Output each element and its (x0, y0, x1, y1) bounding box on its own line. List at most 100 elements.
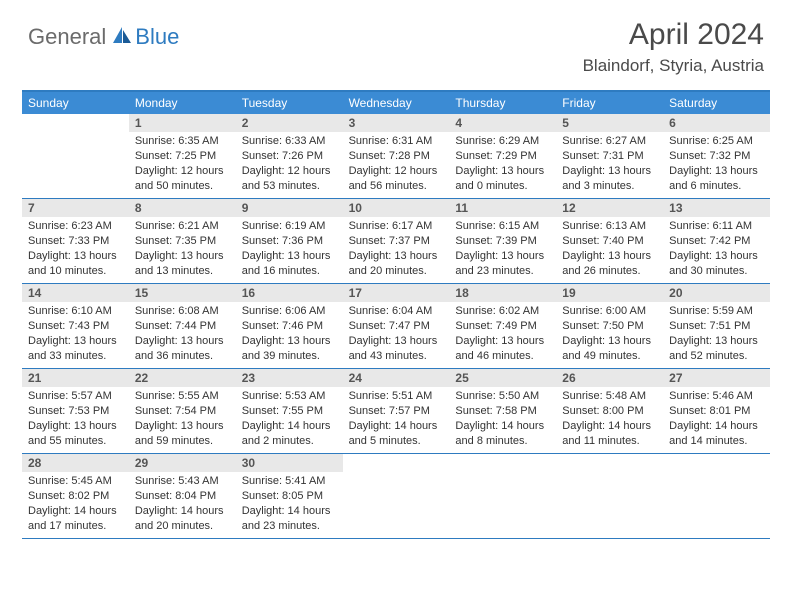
daylight-text: Daylight: 13 hours and 0 minutes. (455, 164, 550, 194)
day-number: 14 (22, 284, 129, 302)
day-cell (449, 454, 556, 538)
daylight-text: Daylight: 13 hours and 43 minutes. (349, 334, 444, 364)
day-number (22, 114, 129, 132)
sunset-text: Sunset: 7:54 PM (135, 404, 230, 419)
day-cell (343, 454, 450, 538)
sunset-text: Sunset: 7:36 PM (242, 234, 337, 249)
day-number: 6 (663, 114, 770, 132)
day-cell: 16Sunrise: 6:06 AMSunset: 7:46 PMDayligh… (236, 284, 343, 368)
week-row: 14Sunrise: 6:10 AMSunset: 7:43 PMDayligh… (22, 284, 770, 369)
day-cell: 2Sunrise: 6:33 AMSunset: 7:26 PMDaylight… (236, 114, 343, 198)
sunrise-text: Sunrise: 5:45 AM (28, 474, 123, 489)
day-content: Sunrise: 6:27 AMSunset: 7:31 PMDaylight:… (556, 132, 663, 197)
day-number: 30 (236, 454, 343, 472)
sunrise-text: Sunrise: 6:29 AM (455, 134, 550, 149)
sunset-text: Sunset: 7:35 PM (135, 234, 230, 249)
daylight-text: Daylight: 12 hours and 56 minutes. (349, 164, 444, 194)
day-cell: 13Sunrise: 6:11 AMSunset: 7:42 PMDayligh… (663, 199, 770, 283)
day-cell: 5Sunrise: 6:27 AMSunset: 7:31 PMDaylight… (556, 114, 663, 198)
day-cell (556, 454, 663, 538)
daylight-text: Daylight: 14 hours and 5 minutes. (349, 419, 444, 449)
day-header-cell: Friday (556, 92, 663, 114)
week-row: 28Sunrise: 5:45 AMSunset: 8:02 PMDayligh… (22, 454, 770, 539)
day-content: Sunrise: 6:02 AMSunset: 7:49 PMDaylight:… (449, 302, 556, 367)
day-header-cell: Tuesday (236, 92, 343, 114)
logo-sail-icon (111, 25, 133, 50)
day-content: Sunrise: 6:29 AMSunset: 7:29 PMDaylight:… (449, 132, 556, 197)
day-number: 15 (129, 284, 236, 302)
daylight-text: Daylight: 12 hours and 50 minutes. (135, 164, 230, 194)
title-block: April 2024 Blaindorf, Styria, Austria (583, 18, 764, 76)
day-number (449, 454, 556, 472)
daylight-text: Daylight: 13 hours and 52 minutes. (669, 334, 764, 364)
sunrise-text: Sunrise: 6:31 AM (349, 134, 444, 149)
day-content: Sunrise: 6:11 AMSunset: 7:42 PMDaylight:… (663, 217, 770, 282)
sunrise-text: Sunrise: 6:25 AM (669, 134, 764, 149)
daylight-text: Daylight: 14 hours and 23 minutes. (242, 504, 337, 534)
daylight-text: Daylight: 13 hours and 39 minutes. (242, 334, 337, 364)
day-content: Sunrise: 5:43 AMSunset: 8:04 PMDaylight:… (129, 472, 236, 537)
logo-text-blue: Blue (135, 24, 179, 50)
day-cell: 24Sunrise: 5:51 AMSunset: 7:57 PMDayligh… (343, 369, 450, 453)
day-cell: 8Sunrise: 6:21 AMSunset: 7:35 PMDaylight… (129, 199, 236, 283)
day-cell: 9 Sunrise: 6:19 AMSunset: 7:36 PMDaylight… (236, 199, 343, 283)
day-number: 7 (22, 199, 129, 217)
sunrise-text: Sunrise: 6:27 AM (562, 134, 657, 149)
sunrise-text: Sunrise: 5:55 AM (135, 389, 230, 404)
daylight-text: Daylight: 13 hours and 55 minutes. (28, 419, 123, 449)
day-content: Sunrise: 5:45 AMSunset: 8:02 PMDaylight:… (22, 472, 129, 537)
sunset-text: Sunset: 7:29 PM (455, 149, 550, 164)
sunrise-text: Sunrise: 5:46 AM (669, 389, 764, 404)
day-number: 1 (129, 114, 236, 132)
day-number: 17 (343, 284, 450, 302)
day-cell: 27Sunrise: 5:46 AMSunset: 8:01 PMDayligh… (663, 369, 770, 453)
day-number: 29 (129, 454, 236, 472)
day-number: 20 (663, 284, 770, 302)
daylight-text: Daylight: 13 hours and 30 minutes. (669, 249, 764, 279)
day-cell: 30Sunrise: 5:41 AMSunset: 8:05 PMDayligh… (236, 454, 343, 538)
daylight-text: Daylight: 13 hours and 20 minutes. (349, 249, 444, 279)
day-cell: 4Sunrise: 6:29 AMSunset: 7:29 PMDaylight… (449, 114, 556, 198)
week-row: 7Sunrise: 6:23 AMSunset: 7:33 PMDaylight… (22, 199, 770, 284)
day-cell: 6Sunrise: 6:25 AMSunset: 7:32 PMDaylight… (663, 114, 770, 198)
day-content: Sunrise: 6:25 AMSunset: 7:32 PMDaylight:… (663, 132, 770, 197)
day-number: 9 (236, 199, 343, 217)
daylight-text: Daylight: 13 hours and 46 minutes. (455, 334, 550, 364)
daylight-text: Daylight: 14 hours and 20 minutes. (135, 504, 230, 534)
sunrise-text: Sunrise: 6:21 AM (135, 219, 230, 234)
sunrise-text: Sunrise: 6:17 AM (349, 219, 444, 234)
day-header-cell: Thursday (449, 92, 556, 114)
daylight-text: Daylight: 13 hours and 16 minutes. (242, 249, 337, 279)
sunrise-text: Sunrise: 5:48 AM (562, 389, 657, 404)
day-number: 26 (556, 369, 663, 387)
month-title: April 2024 (583, 18, 764, 52)
day-header-cell: Monday (129, 92, 236, 114)
sunset-text: Sunset: 7:46 PM (242, 319, 337, 334)
day-number: 8 (129, 199, 236, 217)
sunset-text: Sunset: 7:53 PM (28, 404, 123, 419)
sunset-text: Sunset: 7:26 PM (242, 149, 337, 164)
day-number (343, 454, 450, 472)
sunrise-text: Sunrise: 5:51 AM (349, 389, 444, 404)
day-cell: 14Sunrise: 6:10 AMSunset: 7:43 PMDayligh… (22, 284, 129, 368)
sunset-text: Sunset: 7:33 PM (28, 234, 123, 249)
daylight-text: Daylight: 12 hours and 53 minutes. (242, 164, 337, 194)
day-content: Sunrise: 5:41 AMSunset: 8:05 PMDaylight:… (236, 472, 343, 537)
daylight-text: Daylight: 14 hours and 2 minutes. (242, 419, 337, 449)
sunrise-text: Sunrise: 5:43 AM (135, 474, 230, 489)
day-cell: 28Sunrise: 5:45 AMSunset: 8:02 PMDayligh… (22, 454, 129, 538)
sunrise-text: Sunrise: 6:00 AM (562, 304, 657, 319)
week-row: 1Sunrise: 6:35 AMSunset: 7:25 PMDaylight… (22, 114, 770, 199)
daylight-text: Daylight: 13 hours and 3 minutes. (562, 164, 657, 194)
day-content: Sunrise: 6:08 AMSunset: 7:44 PMDaylight:… (129, 302, 236, 367)
day-cell: 20Sunrise: 5:59 AMSunset: 7:51 PMDayligh… (663, 284, 770, 368)
sunrise-text: Sunrise: 6:19 AM (242, 219, 337, 234)
day-content: Sunrise: 5:59 AMSunset: 7:51 PMDaylight:… (663, 302, 770, 367)
day-cell (22, 114, 129, 198)
day-number: 28 (22, 454, 129, 472)
sunset-text: Sunset: 8:04 PM (135, 489, 230, 504)
day-number: 19 (556, 284, 663, 302)
day-cell: 19Sunrise: 6:00 AMSunset: 7:50 PMDayligh… (556, 284, 663, 368)
day-cell: 21Sunrise: 5:57 AMSunset: 7:53 PMDayligh… (22, 369, 129, 453)
day-number: 4 (449, 114, 556, 132)
